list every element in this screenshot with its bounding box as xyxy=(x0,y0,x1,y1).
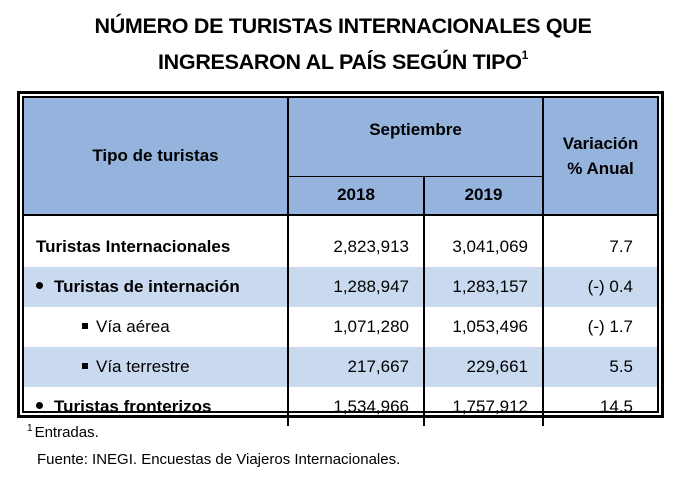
title-text-1: NÚMERO DE TURISTAS INTERNACIONALES QUE xyxy=(94,14,592,38)
table-title-line-1: NÚMERO DE TURISTAS INTERNACIONALES QUE xyxy=(0,14,686,39)
table-frame: Tipo de turistas Septiembre Variación% A… xyxy=(17,91,664,426)
cell-2019: 1,757,912 xyxy=(423,387,543,426)
cell-2018: 1,288,947 xyxy=(287,267,424,307)
footnote-text: Entradas. xyxy=(34,424,99,441)
cell-2018: 1,534,966 xyxy=(287,387,424,426)
source-note: Fuente: INEGI. Encuestas de Viajeros Int… xyxy=(37,451,400,468)
cell-2018: 1,071,280 xyxy=(287,307,424,347)
tourists-table: Tipo de turistas Septiembre Variación% A… xyxy=(24,98,657,426)
cell-variation: 14.5 xyxy=(542,387,657,426)
table-row: Vía terrestre 217,667 229,661 5.5 xyxy=(24,347,657,387)
cell-2018: 217,667 xyxy=(287,347,424,387)
table-row: Vía aérea 1,071,280 1,053,496 (-) 1.7 xyxy=(24,307,657,347)
row-label: Vía terrestre xyxy=(24,347,288,387)
bullet-icon xyxy=(36,401,43,409)
footnote-mark: 1 xyxy=(27,423,33,434)
row-label: Turistas fronterizos xyxy=(24,387,288,426)
table-row: Turistas fronterizos 1,534,966 1,757,912… xyxy=(24,387,657,426)
row-label: Turistas de internación xyxy=(24,267,288,307)
header-tipo: Tipo de turistas xyxy=(24,98,288,216)
cell-variation: 5.5 xyxy=(542,347,657,387)
cell-2019: 1,283,157 xyxy=(423,267,543,307)
cell-variation: (-) 1.7 xyxy=(542,307,657,347)
header-year-2019: 2019 xyxy=(423,176,543,216)
table-row: Turistas Internacionales 2,823,913 3,041… xyxy=(24,227,657,267)
table-title-line-2: INGRESARON AL PAÍS SEGÚN TIPO1 xyxy=(0,48,686,75)
table-inner-frame: Tipo de turistas Septiembre Variación% A… xyxy=(22,96,659,426)
header-month: Septiembre xyxy=(287,98,543,177)
title-text-2: INGRESARON AL PAÍS SEGÚN TIPO xyxy=(158,50,522,74)
square-bullet-icon xyxy=(82,322,88,329)
title-footnote-mark: 1 xyxy=(521,48,529,62)
cell-2018: 2,823,913 xyxy=(287,227,424,267)
header-year-2018: 2018 xyxy=(287,176,424,216)
cell-2019: 3,041,069 xyxy=(423,227,543,267)
cell-2019: 1,053,496 xyxy=(423,307,543,347)
cell-2019: 229,661 xyxy=(423,347,543,387)
bullet-icon xyxy=(36,282,43,290)
footnote-entradas: 1 Entradas. xyxy=(27,423,99,441)
source-text: Fuente: INEGI. Encuestas de Viajeros Int… xyxy=(37,451,401,468)
row-label: Vía aérea xyxy=(24,307,288,347)
row-label: Turistas Internacionales xyxy=(36,237,231,256)
cell-variation: 7.7 xyxy=(542,227,657,267)
table-row: Turistas de internación 1,288,947 1,283,… xyxy=(24,267,657,307)
cell-variation: (-) 0.4 xyxy=(542,267,657,307)
header-variation: Variación% Anual xyxy=(542,98,657,216)
square-bullet-icon xyxy=(82,362,88,369)
